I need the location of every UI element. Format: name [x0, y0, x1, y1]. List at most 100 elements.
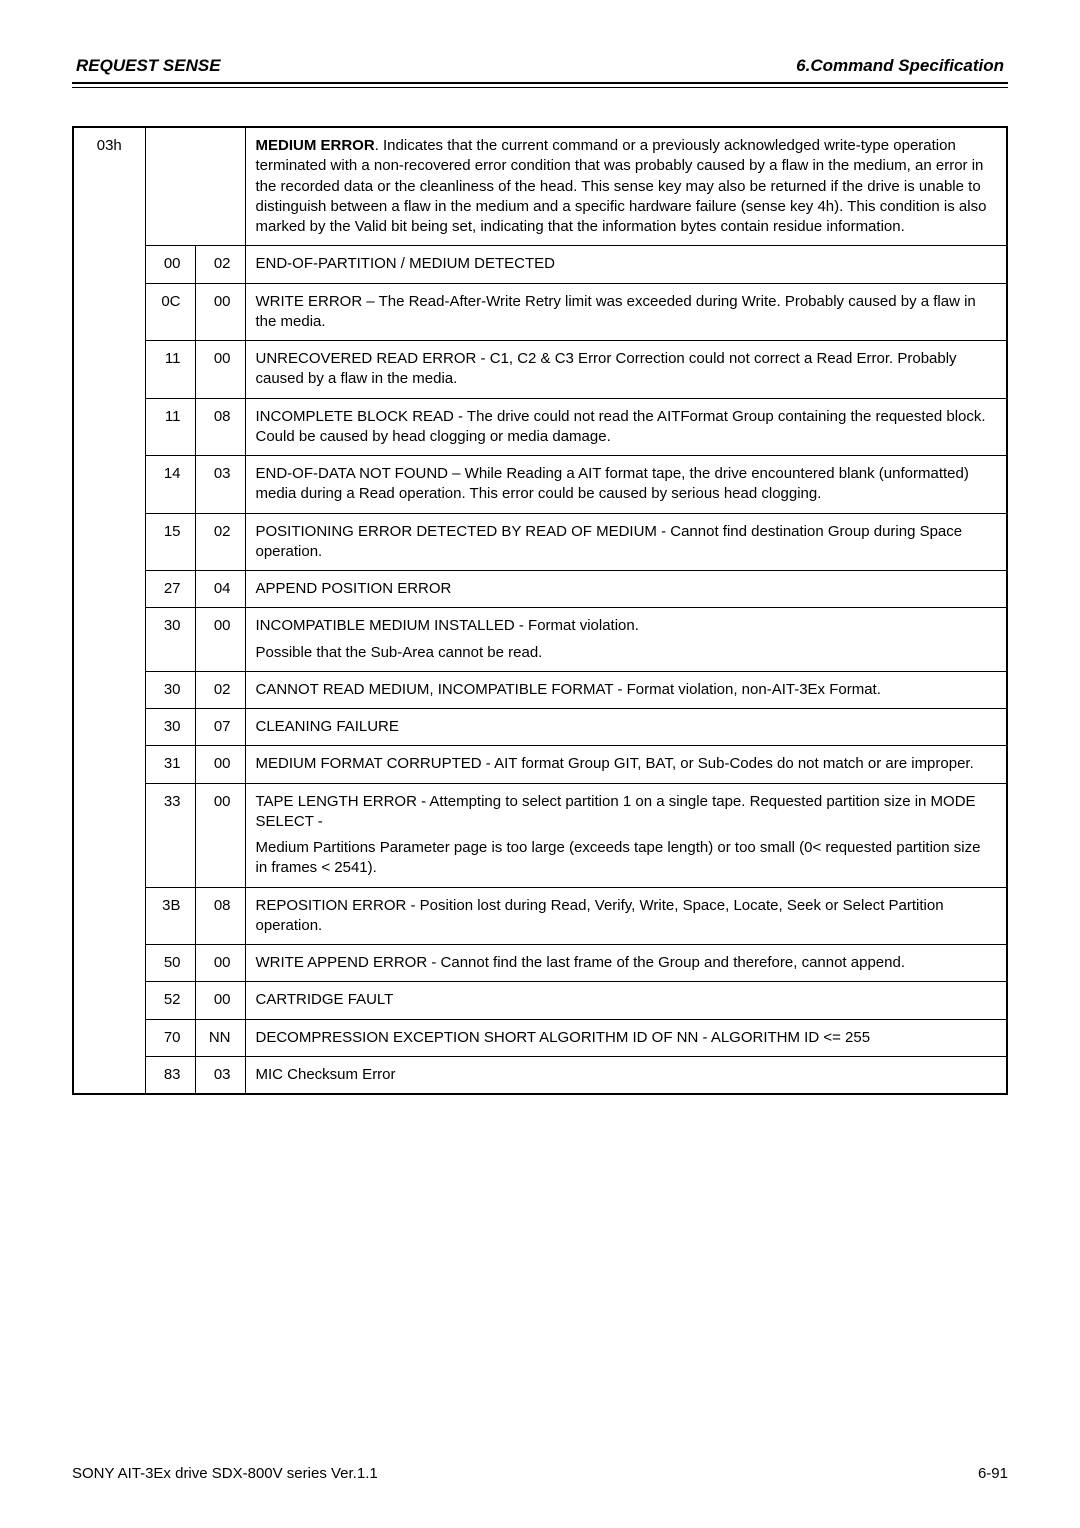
desc-text: APPEND POSITION ERROR	[256, 579, 997, 599]
table-row: 3300 TAPE LENGTH ERROR - Attempting to se…	[73, 783, 1007, 887]
desc-text: CLEANING FAILURE	[256, 717, 997, 737]
header-left: REQUEST SENSE	[76, 56, 221, 76]
running-header: REQUEST SENSE 6.Command Specification	[72, 56, 1008, 82]
desc-text: DECOMPRESSION EXCEPTION SHORT ALGORITHM …	[256, 1028, 997, 1048]
desc-text: POSITIONING ERROR DETECTED BY READ OF ME…	[256, 522, 997, 563]
table-row: 0002 END-OF-PARTITION / MEDIUM DETECTED	[73, 246, 1007, 283]
table-row: 8303 MIC Checksum Error	[73, 1056, 1007, 1094]
table-row: 5200 CARTRIDGE FAULT	[73, 982, 1007, 1019]
table-row: 1403 END-OF-DATA NOT FOUND – While Readin…	[73, 456, 1007, 514]
footer-left: SONY AIT-3Ex drive SDX-800V series Ver.1…	[72, 1465, 378, 1482]
desc-cell: REPOSITION ERROR - Position lost during …	[245, 887, 1007, 945]
desc-text: INCOMPATIBLE MEDIUM INSTALLED - Format v…	[256, 616, 997, 636]
ascq-cell: 03	[195, 456, 245, 514]
asc-cell: 31	[145, 746, 195, 783]
ascq-cell: 02	[195, 246, 245, 283]
header-right: 6.Command Specification	[796, 56, 1004, 76]
desc-cell: UNRECOVERED READ ERROR - C1, C2 & C3 Err…	[245, 341, 1007, 399]
ascq-cell: 00	[195, 783, 245, 887]
desc-cell: END-OF-DATA NOT FOUND – While Reading a …	[245, 456, 1007, 514]
ascq-cell: 03	[195, 1056, 245, 1094]
asc-cell: 11	[145, 341, 195, 399]
sense-key-cell: 03h	[73, 127, 145, 1094]
desc-cell: MEDIUM FORMAT CORRUPTED - AIT format Gro…	[245, 746, 1007, 783]
desc-text: END-OF-PARTITION / MEDIUM DETECTED	[256, 254, 997, 274]
ascq-cell: 00	[195, 283, 245, 341]
asc-cell: 27	[145, 571, 195, 608]
table-row: 1502 POSITIONING ERROR DETECTED BY READ O…	[73, 513, 1007, 571]
desc-cell: DECOMPRESSION EXCEPTION SHORT ALGORITHM …	[245, 1019, 1007, 1056]
desc-cell: TAPE LENGTH ERROR - Attempting to select…	[245, 783, 1007, 887]
desc-text: Medium Partitions Parameter page is too …	[256, 838, 997, 879]
ascq-cell: 00	[195, 746, 245, 783]
desc-cell: END-OF-PARTITION / MEDIUM DETECTED	[245, 246, 1007, 283]
table-row: 3000 INCOMPATIBLE MEDIUM INSTALLED - Form…	[73, 608, 1007, 672]
table-row: 3100 MEDIUM FORMAT CORRUPTED - AIT format…	[73, 746, 1007, 783]
desc-text: UNRECOVERED READ ERROR - C1, C2 & C3 Err…	[256, 349, 997, 390]
table-row: 5000 WRITE APPEND ERROR - Cannot find the…	[73, 945, 1007, 982]
asc-cell: 11	[145, 398, 195, 456]
desc-text: END-OF-DATA NOT FOUND – While Reading a …	[256, 464, 997, 505]
page: REQUEST SENSE 6.Command Specification 03…	[0, 0, 1080, 1528]
asc-cell: 52	[145, 982, 195, 1019]
desc-text: TAPE LENGTH ERROR - Attempting to select…	[256, 792, 997, 833]
desc-text: REPOSITION ERROR - Position lost during …	[256, 896, 997, 937]
asc-cell: 14	[145, 456, 195, 514]
desc-text: WRITE APPEND ERROR - Cannot find the las…	[256, 953, 997, 973]
desc-text: INCOMPLETE BLOCK READ - The drive could …	[256, 407, 997, 448]
table-row: 0C00 WRITE ERROR – The Read-After-Write R…	[73, 283, 1007, 341]
desc-cell: CANNOT READ MEDIUM, INCOMPATIBLE FORMAT …	[245, 671, 1007, 708]
desc-cell: WRITE ERROR – The Read-After-Write Retry…	[245, 283, 1007, 341]
table-row: 70NN DECOMPRESSION EXCEPTION SHORT ALGORI…	[73, 1019, 1007, 1056]
header-rule	[72, 82, 1008, 88]
table-row: 1108 INCOMPLETE BLOCK READ - The drive co…	[73, 398, 1007, 456]
desc-text: WRITE ERROR – The Read-After-Write Retry…	[256, 292, 997, 333]
ascq-cell: 00	[195, 341, 245, 399]
preamble-bold: MEDIUM ERROR	[256, 137, 375, 154]
desc-text: MIC Checksum Error	[256, 1065, 997, 1085]
asc-cell: 30	[145, 671, 195, 708]
desc-text: MEDIUM FORMAT CORRUPTED - AIT format Gro…	[256, 754, 997, 774]
asc-cell: 30	[145, 608, 195, 672]
asc-cell: 0C	[145, 283, 195, 341]
desc-text: CARTRIDGE FAULT	[256, 990, 997, 1010]
asc-cell: 30	[145, 709, 195, 746]
preamble-desc: MEDIUM ERROR. Indicates that the current…	[245, 127, 1007, 246]
preamble-row: 03h MEDIUM ERROR. Indicates that the cur…	[73, 127, 1007, 246]
ascq-cell: 08	[195, 887, 245, 945]
asc-cell: 83	[145, 1056, 195, 1094]
ascq-cell: 00	[195, 608, 245, 672]
ascq-cell: 07	[195, 709, 245, 746]
desc-cell: CARTRIDGE FAULT	[245, 982, 1007, 1019]
ascq-cell: 00	[195, 945, 245, 982]
desc-cell: CLEANING FAILURE	[245, 709, 1007, 746]
preamble-empty	[145, 127, 245, 246]
desc-cell: INCOMPLETE BLOCK READ - The drive could …	[245, 398, 1007, 456]
desc-cell: MIC Checksum Error	[245, 1056, 1007, 1094]
page-footer: SONY AIT-3Ex drive SDX-800V series Ver.1…	[72, 1465, 1008, 1482]
table-row: 3007 CLEANING FAILURE	[73, 709, 1007, 746]
asc-cell: 00	[145, 246, 195, 283]
table-row: 3002 CANNOT READ MEDIUM, INCOMPATIBLE FOR…	[73, 671, 1007, 708]
desc-cell: INCOMPATIBLE MEDIUM INSTALLED - Format v…	[245, 608, 1007, 672]
table-row: 1100 UNRECOVERED READ ERROR - C1, C2 & C3…	[73, 341, 1007, 399]
desc-cell: WRITE APPEND ERROR - Cannot find the las…	[245, 945, 1007, 982]
table-row: 3B08REPOSITION ERROR - Position lost dur…	[73, 887, 1007, 945]
desc-cell: APPEND POSITION ERROR	[245, 571, 1007, 608]
table-row: 2704 APPEND POSITION ERROR	[73, 571, 1007, 608]
ascq-cell: 08	[195, 398, 245, 456]
desc-text: CANNOT READ MEDIUM, INCOMPATIBLE FORMAT …	[256, 680, 997, 700]
desc-text: Possible that the Sub-Area cannot be rea…	[256, 643, 997, 663]
ascq-cell: 02	[195, 513, 245, 571]
asc-cell: 15	[145, 513, 195, 571]
error-table: 03h MEDIUM ERROR. Indicates that the cur…	[72, 126, 1008, 1095]
asc-cell: 33	[145, 783, 195, 887]
desc-cell: POSITIONING ERROR DETECTED BY READ OF ME…	[245, 513, 1007, 571]
asc-cell: 70	[145, 1019, 195, 1056]
ascq-cell: 02	[195, 671, 245, 708]
asc-cell: 50	[145, 945, 195, 982]
ascq-cell: 04	[195, 571, 245, 608]
ascq-cell: NN	[195, 1019, 245, 1056]
ascq-cell: 00	[195, 982, 245, 1019]
footer-right: 6-91	[978, 1465, 1008, 1482]
